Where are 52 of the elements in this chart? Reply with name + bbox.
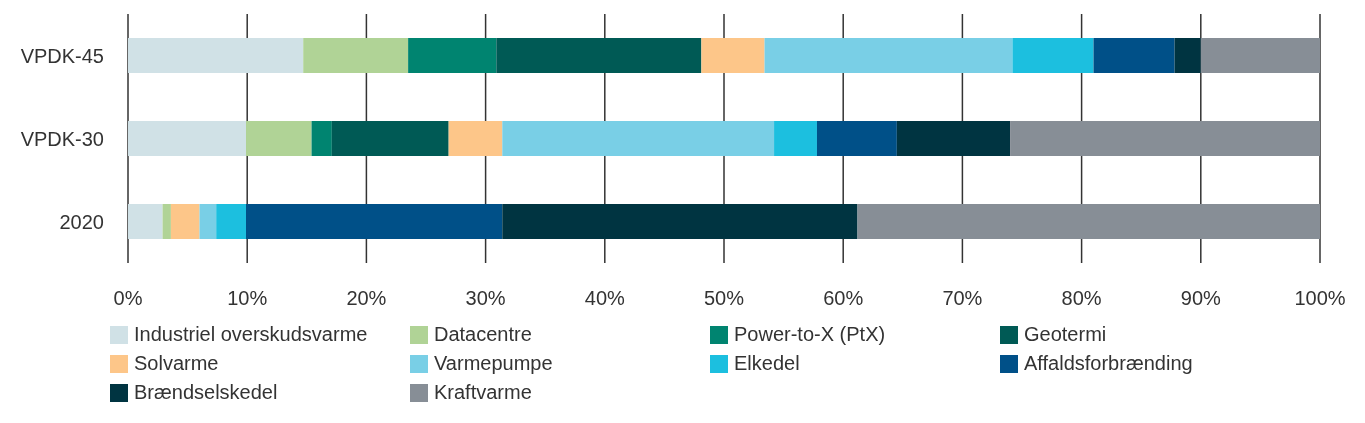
bar [331,121,449,156]
bar [1174,38,1201,73]
bar [896,121,1011,156]
x-tick-label: 50% [703,287,745,310]
legend-label: Affaldsforbrænding [1024,352,1193,375]
legend-label: Varmepumpe [434,352,553,375]
legend-label: Geotermi [1024,323,1107,346]
x-tick-label: 90% [1180,287,1222,310]
bar [311,121,332,156]
legend-label: Elkedel [734,352,800,375]
x-tick-label: 100% [1294,287,1346,310]
x-tick-label: 30% [465,287,506,310]
bar [448,121,503,156]
x-tick-label: 0% [113,287,143,310]
legend-label: Datacentre [434,323,532,346]
bar [128,38,304,73]
bar [216,204,247,239]
bar [246,121,312,156]
legend-label: Kraftvarme [434,381,532,404]
x-tick-label: 10% [227,287,268,310]
bar [303,38,409,73]
legend-label: Industriel overskudsvarme [134,323,368,346]
y-tick-label: VPDK-30 [20,127,104,150]
bar [1093,38,1175,73]
bar [816,121,897,156]
y-tick-label: 2020 [59,210,104,233]
legend-label: Solvarme [134,352,219,375]
bar [774,121,817,156]
bar [1012,38,1094,73]
bar [162,204,171,239]
bar [701,38,765,73]
bar [199,204,217,239]
bar [128,204,163,239]
bar [1010,121,1320,156]
y-tick-label: VPDK-45 [20,44,104,67]
x-tick-label: 40% [584,287,626,310]
bar [496,38,702,73]
bar [1200,38,1320,73]
bar [764,38,1013,73]
bar [502,121,775,156]
bar [246,204,503,239]
x-tick-label: 60% [823,287,864,310]
bar [128,121,247,156]
x-tick-label: 80% [1061,287,1102,310]
bar [170,204,200,239]
bar [857,204,1320,239]
legend-label: Power-to-X (PtX) [734,323,886,346]
legend-label: Brændselskedel [134,381,278,404]
bar [408,38,497,73]
bar [502,204,858,239]
x-tick-label: 70% [942,287,983,310]
x-tick-label: 20% [346,287,387,310]
